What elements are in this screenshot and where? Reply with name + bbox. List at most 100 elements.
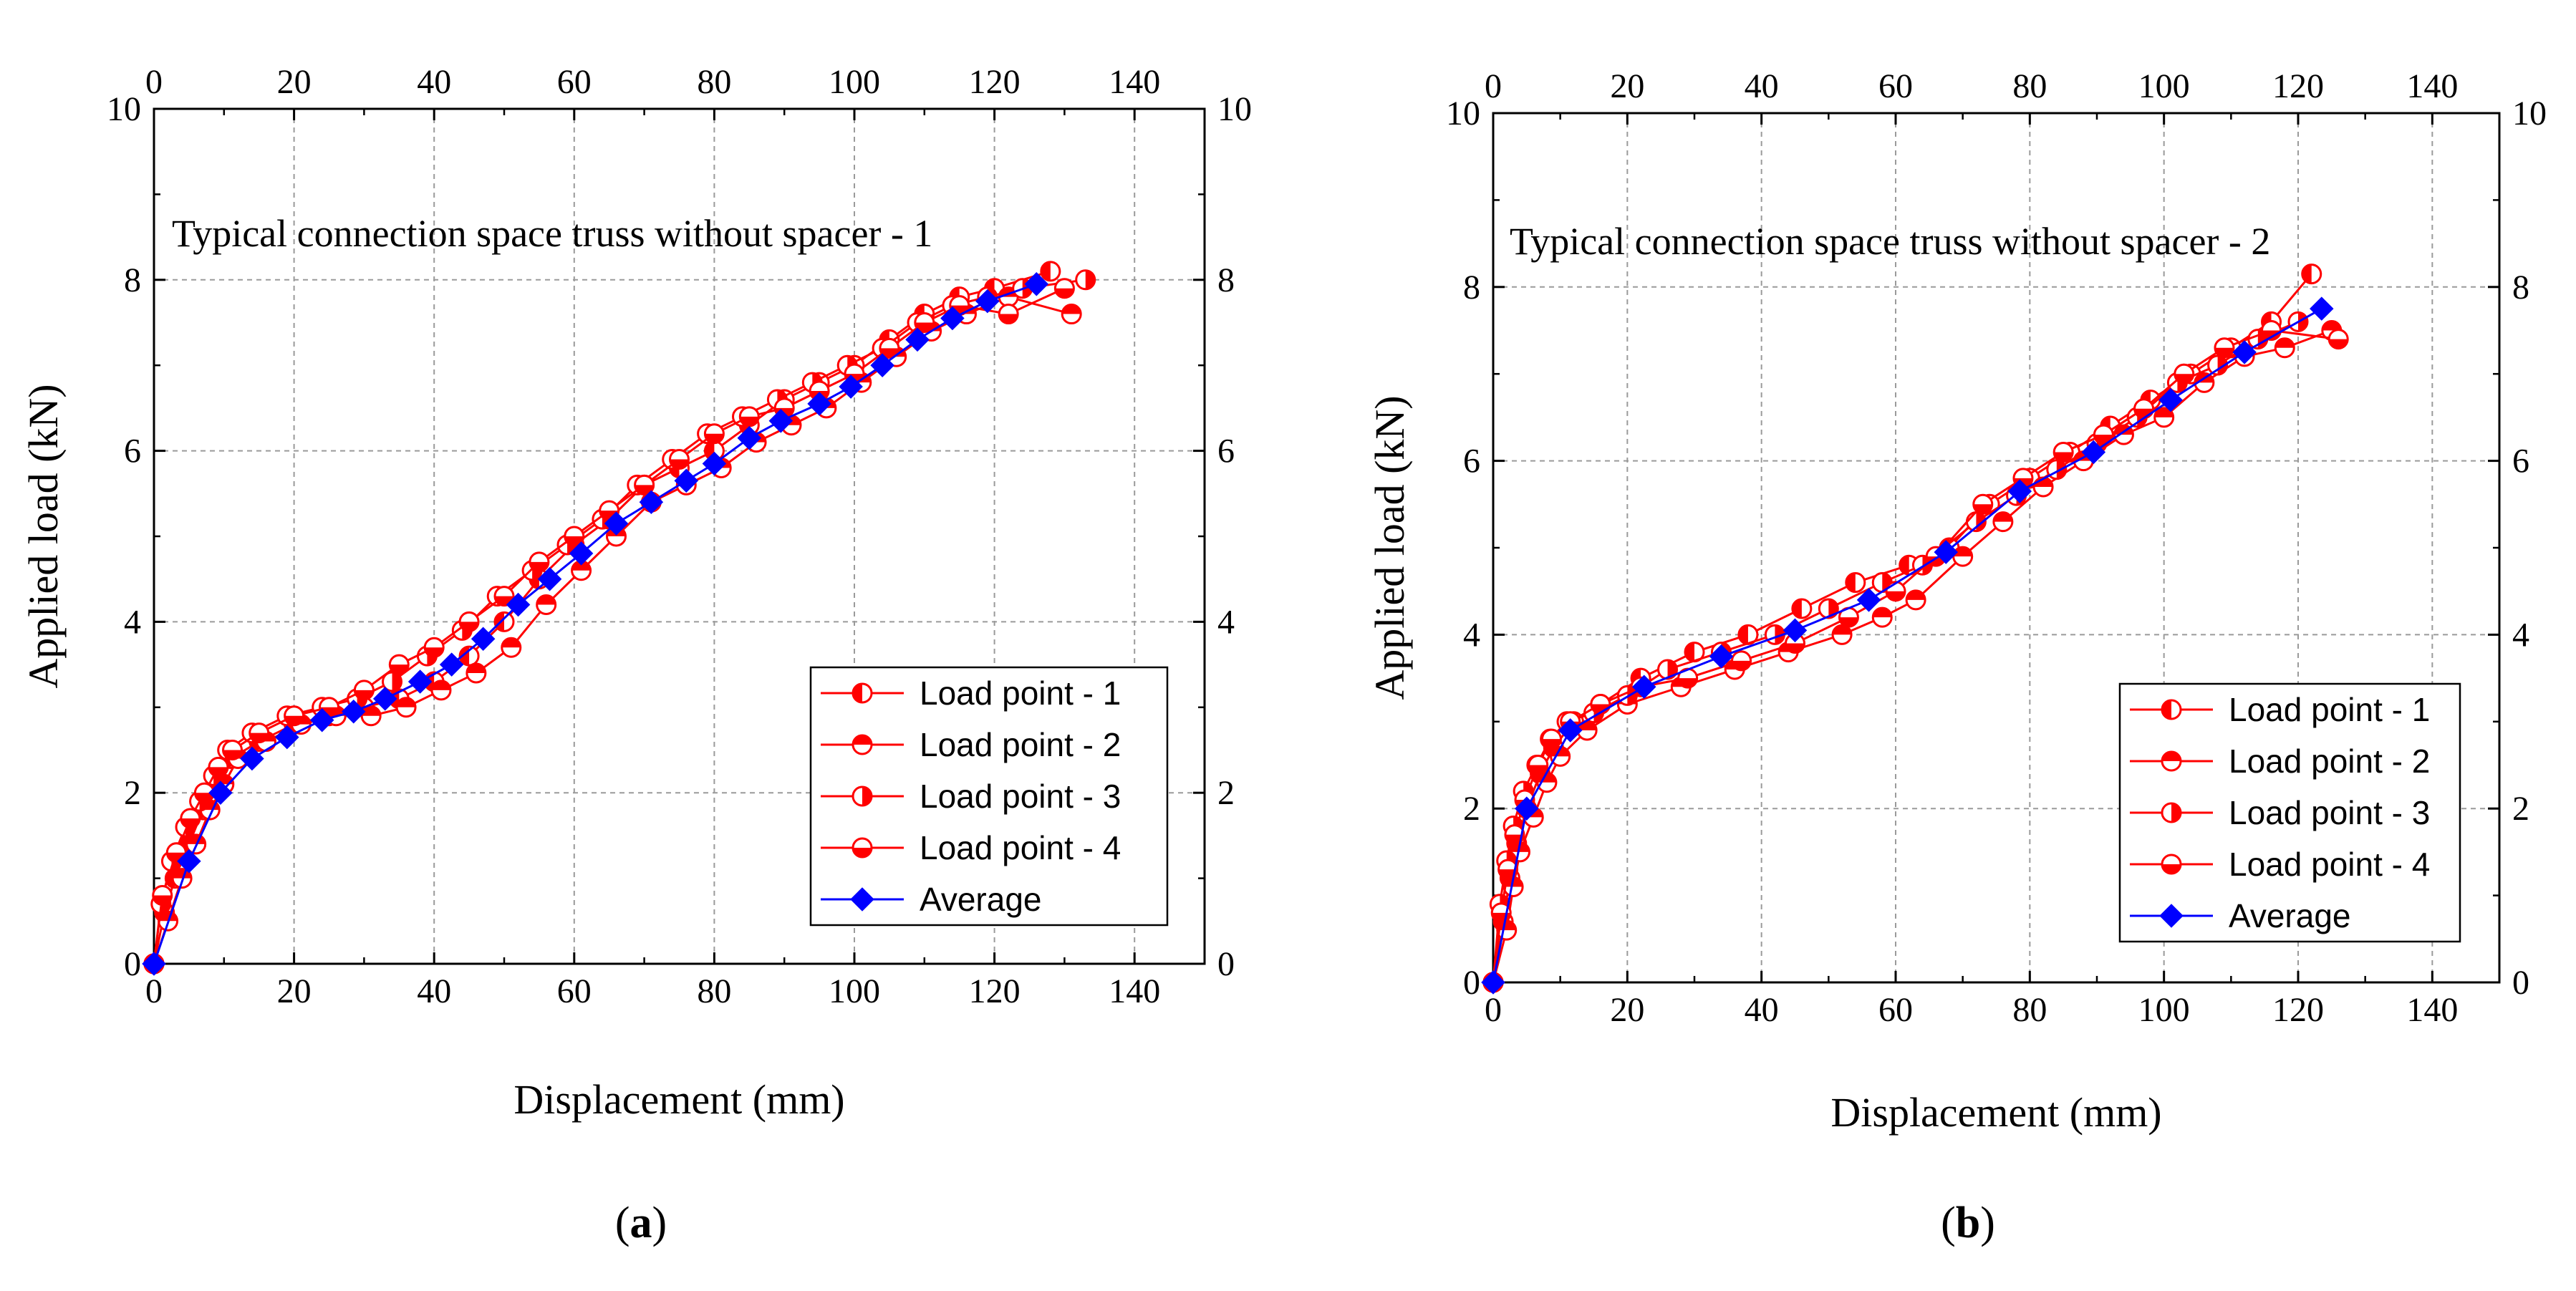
data-point xyxy=(1497,859,1519,880)
data-point xyxy=(2301,263,2322,285)
marker-fill xyxy=(2054,452,2073,462)
y-tick-label-right: 8 xyxy=(1217,261,1235,299)
legend-item: Load point - 2 xyxy=(821,726,1121,763)
y-tick-label-right: 0 xyxy=(2512,964,2529,1002)
data-point xyxy=(208,780,233,805)
data-point xyxy=(914,312,935,333)
panel-label-open: ( xyxy=(615,1199,630,1247)
marker-fill xyxy=(2322,321,2341,331)
data-point xyxy=(458,611,480,632)
data-point xyxy=(604,511,629,536)
data-point xyxy=(1631,674,1656,700)
series-average xyxy=(1481,296,2334,995)
data-point xyxy=(2007,479,2032,503)
legend: Load point - 1 Load point - 2 Load point -… xyxy=(809,666,1169,927)
legend-marker xyxy=(852,682,873,704)
x-tick-label-bottom: 100 xyxy=(2138,991,2190,1029)
legend-label: Average xyxy=(920,881,1042,918)
marker-fill xyxy=(999,314,1018,324)
marker-fill xyxy=(571,561,591,571)
data-point xyxy=(737,425,762,450)
marker-fill xyxy=(635,485,654,495)
legend-marker xyxy=(2161,699,2182,720)
data-point xyxy=(2133,398,2155,420)
legend-item: Average xyxy=(2130,897,2351,934)
data-point xyxy=(388,654,410,675)
y-tick-label-right: 2 xyxy=(1217,774,1235,812)
marker-fill xyxy=(1062,304,1081,314)
marker-fill xyxy=(392,672,402,691)
marker-fill xyxy=(1732,660,1751,670)
data-point xyxy=(208,756,229,778)
x-tick-label-top: 120 xyxy=(2272,67,2324,105)
marker-fill xyxy=(1899,556,1909,575)
legend-item: Load point - 4 xyxy=(2130,846,2430,883)
y-tick-label-left: 2 xyxy=(1463,790,1480,828)
data-point xyxy=(1885,581,1906,602)
data-point xyxy=(284,705,305,727)
data-point xyxy=(382,671,403,692)
data-point xyxy=(180,808,201,829)
data-point xyxy=(1737,624,1759,645)
series-load-point-4 xyxy=(1482,320,2349,993)
marker-fill xyxy=(2171,803,2181,822)
x-tick-label-top: 100 xyxy=(2138,67,2190,105)
data-point xyxy=(1061,304,1082,325)
data-point xyxy=(529,551,550,573)
data-point xyxy=(674,468,699,493)
x-tick-label-bottom: 20 xyxy=(1610,991,1644,1029)
legend-item: Load point - 4 xyxy=(821,829,1121,866)
data-point xyxy=(1540,728,1562,750)
x-tick-label-bottom: 20 xyxy=(277,972,312,1010)
data-point xyxy=(537,566,562,591)
marker-fill xyxy=(2262,330,2281,340)
marker-fill xyxy=(2174,374,2194,384)
panel-label-close: ) xyxy=(1980,1199,1995,1247)
legend-item: Load point - 2 xyxy=(2130,743,2430,780)
data-point xyxy=(1856,588,1881,612)
marker-fill xyxy=(501,638,521,648)
legend-marker xyxy=(852,785,873,807)
panel-label-close: ) xyxy=(652,1199,667,1247)
legend-label: Load point - 1 xyxy=(920,674,1121,712)
data-point xyxy=(1590,694,1611,715)
data-point xyxy=(1515,796,1539,821)
marker-fill xyxy=(1993,512,2012,522)
marker-fill xyxy=(1833,625,1852,635)
legend-marker xyxy=(850,887,874,912)
marker-fill xyxy=(2302,264,2312,284)
marker-fill xyxy=(2214,347,2234,357)
marker-fill xyxy=(1906,590,1926,600)
data-point xyxy=(142,952,166,976)
chart-title: Typical connection space truss without s… xyxy=(1510,220,2270,263)
marker-fill xyxy=(564,536,584,546)
x-tick-label-top: 40 xyxy=(1745,67,1779,105)
legend: Load point - 1 Load point - 2 Load point -… xyxy=(2118,682,2461,943)
data-point xyxy=(1558,718,1583,743)
marker-fill xyxy=(2275,338,2295,348)
legend-label: Load point - 1 xyxy=(2229,691,2430,728)
y-tick-label-left: 10 xyxy=(107,90,141,128)
y-tick-label-right: 6 xyxy=(2512,443,2529,480)
data-point xyxy=(1040,261,1061,282)
data-point xyxy=(564,526,585,547)
legend-marker xyxy=(2161,854,2182,875)
data-point xyxy=(465,662,487,684)
data-point xyxy=(1709,644,1734,669)
y-axis-title: Applied load (kN) xyxy=(20,384,67,688)
y-tick-label-left: 0 xyxy=(1463,964,1480,1002)
x-tick-label-bottom: 120 xyxy=(969,972,1021,1010)
data-point xyxy=(506,592,531,617)
marker-fill xyxy=(536,595,556,605)
y-tick-label-left: 10 xyxy=(1446,95,1480,132)
marker-fill xyxy=(354,690,374,700)
y-tick-label-right: 2 xyxy=(2512,790,2529,828)
marker-fill xyxy=(1873,608,1892,618)
data-point xyxy=(1905,589,1926,611)
marker-fill xyxy=(705,433,724,443)
x-tick-label-bottom: 80 xyxy=(2012,991,2047,1029)
marker-fill xyxy=(425,647,444,657)
y-tick-label-right: 10 xyxy=(2512,95,2547,132)
marker-fill xyxy=(853,848,872,857)
data-point xyxy=(493,611,515,632)
